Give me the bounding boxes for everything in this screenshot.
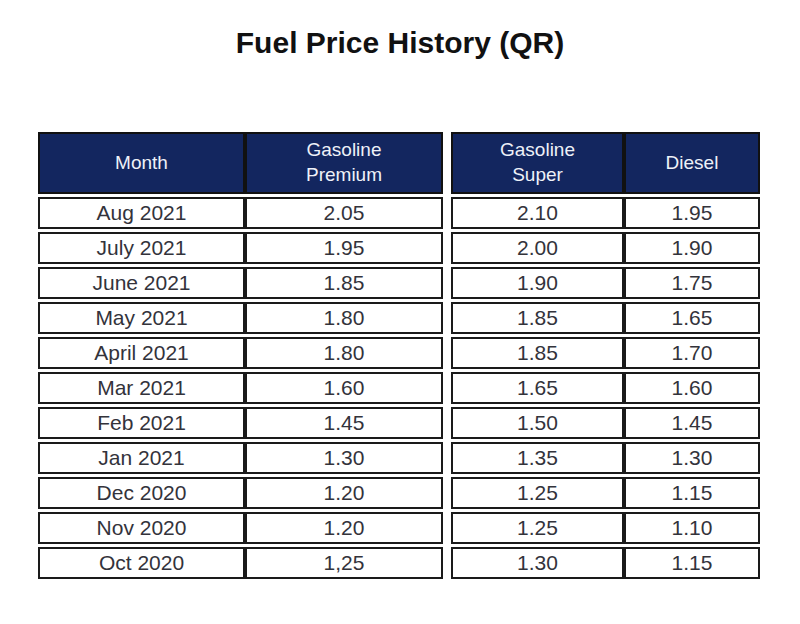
gasoline-premium-cell: 1,25 — [245, 547, 443, 579]
month-cell: Feb 2021 — [38, 407, 245, 439]
gasoline-premium-cell: 1.20 — [245, 477, 443, 509]
diesel-cell: 1.90 — [624, 232, 760, 264]
gasoline-premium-cell: 1.60 — [245, 372, 443, 404]
month-cell: June 2021 — [38, 267, 245, 299]
column-gap — [443, 512, 451, 544]
column-header-gasoline-premium: Gasoline Premium — [245, 132, 443, 194]
column-gap — [443, 337, 451, 369]
column-gap — [443, 197, 451, 229]
gasoline-premium-cell: 1.80 — [245, 302, 443, 334]
month-cell: May 2021 — [38, 302, 245, 334]
gasoline-super-cell: 1.85 — [451, 302, 624, 334]
column-header-gasoline-super: Gasoline Super — [451, 132, 624, 194]
column-gap — [443, 477, 451, 509]
month-cell: Nov 2020 — [38, 512, 245, 544]
diesel-cell: 1.65 — [624, 302, 760, 334]
column-gap — [443, 232, 451, 264]
column-gap — [443, 547, 451, 579]
month-cell: July 2021 — [38, 232, 245, 264]
gasoline-super-cell: 1.85 — [451, 337, 624, 369]
gasoline-premium-cell: 1.85 — [245, 267, 443, 299]
gasoline-super-cell: 2.00 — [451, 232, 624, 264]
column-gap — [443, 442, 451, 474]
column-gap — [443, 132, 451, 194]
gasoline-super-cell: 1.90 — [451, 267, 624, 299]
diesel-cell: 1.45 — [624, 407, 760, 439]
diesel-cell: 1.95 — [624, 197, 760, 229]
gasoline-super-cell: 2.10 — [451, 197, 624, 229]
column-gap — [443, 267, 451, 299]
gasoline-premium-cell: 1.45 — [245, 407, 443, 439]
gasoline-premium-cell: 2.05 — [245, 197, 443, 229]
gasoline-premium-cell: 1.80 — [245, 337, 443, 369]
gasoline-super-cell: 1.25 — [451, 512, 624, 544]
gasoline-premium-cell: 1.20 — [245, 512, 443, 544]
column-gap — [443, 407, 451, 439]
column-gap — [443, 372, 451, 404]
gasoline-premium-cell: 1.30 — [245, 442, 443, 474]
gasoline-super-cell: 1.25 — [451, 477, 624, 509]
gasoline-super-cell: 1.35 — [451, 442, 624, 474]
fuel-price-table: Month Gasoline Premium Gasoline Super Di… — [38, 132, 760, 579]
month-cell: Aug 2021 — [38, 197, 245, 229]
page-title: Fuel Price History (QR) — [0, 26, 800, 60]
month-cell: April 2021 — [38, 337, 245, 369]
diesel-cell: 1.30 — [624, 442, 760, 474]
document-page: Fuel Price History (QR) Month Gasoline P… — [0, 0, 800, 624]
diesel-cell: 1.15 — [624, 547, 760, 579]
gasoline-super-cell: 1.30 — [451, 547, 624, 579]
column-header-month: Month — [38, 132, 245, 194]
diesel-cell: 1.60 — [624, 372, 760, 404]
gasoline-super-cell: 1.65 — [451, 372, 624, 404]
month-cell: Oct 2020 — [38, 547, 245, 579]
month-cell: Dec 2020 — [38, 477, 245, 509]
gasoline-super-cell: 1.50 — [451, 407, 624, 439]
gasoline-premium-cell: 1.95 — [245, 232, 443, 264]
diesel-cell: 1.10 — [624, 512, 760, 544]
diesel-cell: 1.75 — [624, 267, 760, 299]
month-cell: Mar 2021 — [38, 372, 245, 404]
column-gap — [443, 302, 451, 334]
diesel-cell: 1.15 — [624, 477, 760, 509]
column-header-diesel: Diesel — [624, 132, 760, 194]
diesel-cell: 1.70 — [624, 337, 760, 369]
month-cell: Jan 2021 — [38, 442, 245, 474]
